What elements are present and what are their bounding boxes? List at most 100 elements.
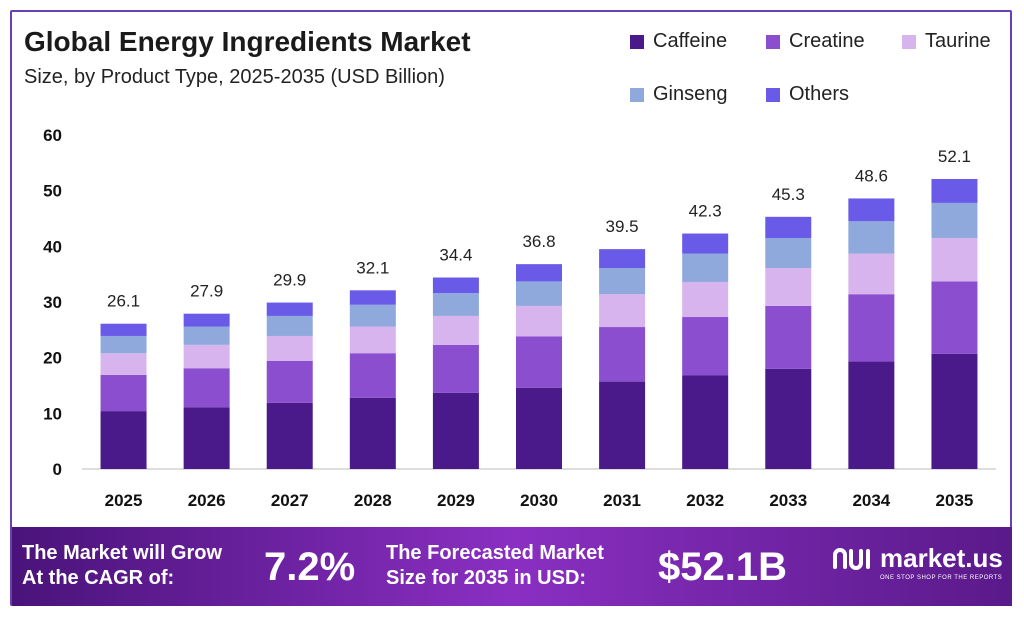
bar-segment-others: [931, 178, 978, 203]
x-tick-label: 2030: [520, 491, 558, 510]
cagr-label: The Market will Grow At the CAGR of:: [22, 541, 222, 591]
legend-label-creatine: Creatine: [789, 30, 865, 52]
bar-segment-ginseng: [931, 202, 978, 238]
legend-item-creatine: Creatine: [766, 30, 865, 53]
bar-segment-others: [682, 233, 729, 254]
cagr-label-line2: At the CAGR of:: [22, 567, 175, 589]
bar-segment-caffeine: [931, 353, 978, 469]
bar-segment-taurine: [432, 315, 479, 345]
stacked-bar-chart: 010203040506026.1202527.9202629.9202732.…: [43, 126, 996, 510]
bar-segment-taurine: [599, 294, 646, 328]
legend-swatch-caffeine: [630, 34, 644, 49]
bar-segment-taurine: [266, 335, 313, 362]
x-tick-label: 2026: [188, 491, 226, 510]
bar-segment-taurine: [100, 353, 147, 375]
legend-item-others: Others: [766, 83, 849, 106]
x-tick-label: 2025: [105, 491, 143, 510]
x-tick-label: 2032: [686, 491, 724, 510]
bar-segment-others: [848, 198, 895, 222]
x-tick-label: 2035: [936, 491, 974, 510]
chart-title: Global Energy Ingredients Market: [24, 26, 471, 57]
legend-label-others: Others: [789, 83, 850, 105]
bar-segment-taurine: [349, 326, 396, 354]
bar-segment-caffeine: [183, 407, 230, 469]
x-tick-label: 2029: [437, 491, 475, 510]
bar-segment-creatine: [100, 374, 147, 412]
x-tick-label: 2033: [769, 491, 807, 510]
legend-swatch-taurine: [902, 34, 916, 49]
bar-segment-creatine: [682, 317, 729, 376]
bar-segment-creatine: [266, 361, 313, 403]
bar-total-label: 42.3: [689, 202, 722, 221]
bar-total-label: 34.4: [439, 246, 472, 265]
bar-segment-others: [266, 302, 313, 316]
forecast-label-line1: The Forecasted Market: [386, 542, 604, 564]
bar-segment-taurine: [765, 268, 812, 306]
bar-segment-ginseng: [100, 335, 147, 354]
bar-total-label: 26.1: [107, 292, 140, 311]
bar-total-label: 52.1: [938, 147, 971, 166]
bar-segment-creatine: [765, 305, 812, 369]
bar-segment-caffeine: [599, 381, 646, 469]
y-tick-label: 20: [43, 349, 62, 368]
bar-segment-caffeine: [349, 397, 396, 469]
y-tick-label: 40: [43, 237, 62, 256]
cagr-value: 7.2%: [264, 545, 356, 589]
chart-subtitle: Size, by Product Type, 2025-2035 (USD Bi…: [24, 66, 445, 88]
bar-total-label: 29.9: [273, 271, 306, 290]
bar-segment-ginseng: [765, 237, 812, 269]
x-tick-label: 2027: [271, 491, 309, 510]
bar-segment-caffeine: [682, 375, 729, 469]
bar-segment-ginseng: [848, 221, 895, 254]
bar-segment-ginseng: [682, 253, 729, 282]
forecast-label: The Forecasted Market Size for 2035 in U…: [386, 541, 604, 591]
x-tick-label: 2031: [603, 491, 641, 510]
bar-segment-ginseng: [266, 315, 313, 336]
bar-segment-caffeine: [848, 361, 895, 469]
y-tick-label: 10: [43, 404, 62, 423]
bar-total-label: 48.6: [855, 166, 888, 185]
bar-segment-taurine: [516, 305, 562, 337]
bar-segment-others: [100, 323, 147, 336]
legend-item-taurine: Taurine: [902, 30, 991, 53]
bar-segment-ginseng: [183, 326, 230, 345]
bar-total-label: 39.5: [606, 217, 639, 236]
bar-segment-taurine: [183, 344, 230, 369]
legend-swatch-creatine: [766, 34, 780, 49]
market-us-logo-icon: [833, 547, 870, 570]
legend-label-taurine: Taurine: [925, 30, 991, 52]
legend-item-ginseng: Ginseng: [630, 83, 728, 106]
bar-segment-caffeine: [765, 368, 812, 469]
legend-item-caffeine: Caffeine: [630, 30, 727, 53]
bar-segment-caffeine: [266, 402, 313, 469]
bar-segment-ginseng: [516, 281, 562, 306]
brand-tagline: ONE STOP SHOP FOR THE REPORTS: [880, 575, 1003, 581]
bar-segment-caffeine: [432, 392, 479, 469]
bar-segment-others: [599, 249, 646, 269]
bar-segment-creatine: [183, 368, 230, 408]
bar-segment-taurine: [682, 281, 729, 318]
bar-segment-others: [765, 216, 812, 238]
brand-logo: market.us: [832, 543, 1003, 574]
legend-label-ginseng: Ginseng: [653, 83, 728, 105]
bar-segment-creatine: [349, 353, 396, 398]
bar-segment-taurine: [931, 237, 978, 282]
forecast-value: $52.1B: [658, 545, 787, 589]
bar-total-label: 32.1: [356, 258, 389, 277]
legend-label-caffeine: Caffeine: [653, 30, 728, 52]
bar-segment-caffeine: [516, 387, 562, 469]
bar-total-label: 45.3: [772, 185, 805, 204]
bar-segment-others: [516, 264, 562, 282]
bar-segment-ginseng: [432, 293, 479, 316]
bar-total-label: 27.9: [190, 282, 223, 301]
bar-total-label: 36.8: [522, 232, 555, 251]
bar-segment-creatine: [599, 327, 646, 382]
legend-swatch-ginseng: [630, 87, 644, 102]
bar-segment-others: [349, 290, 396, 305]
bar-segment-creatine: [516, 336, 562, 388]
bar-segment-creatine: [432, 344, 479, 393]
cagr-label-line1: The Market will Grow: [22, 542, 223, 564]
forecast-label-line2: Size for 2035 in USD:: [386, 567, 587, 589]
bar-segment-caffeine: [100, 411, 147, 469]
bar-segment-others: [183, 313, 230, 327]
